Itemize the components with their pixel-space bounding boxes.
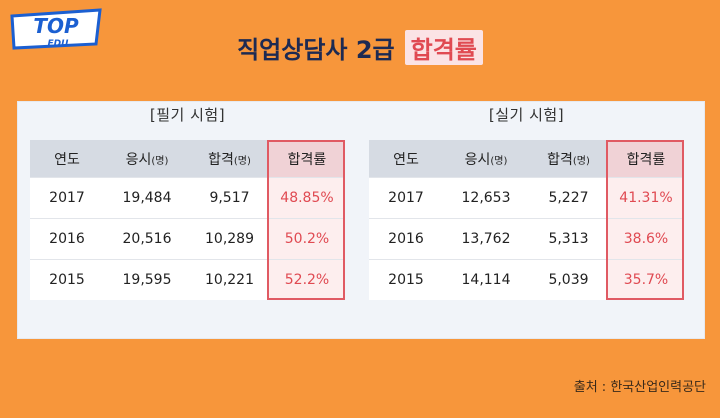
cell-year: 2015 xyxy=(30,259,104,300)
table-row: 2015 14,114 5,039 35.7% xyxy=(369,259,684,300)
cell-passed: 10,221 xyxy=(190,259,269,300)
cell-year: 2017 xyxy=(369,177,443,219)
written-exam-heading: [필기 시험] xyxy=(149,106,226,124)
table-header-row: 연도 응시(명) 합격(명) 합격률 xyxy=(30,140,345,178)
practical-exam-heading: [실기 시험] xyxy=(488,106,565,124)
header-applicants: 응시(명) xyxy=(104,140,190,178)
cell-applicants: 19,595 xyxy=(104,259,190,300)
header-year: 연도 xyxy=(30,140,104,178)
table-row: 2017 12,653 5,227 41.31% xyxy=(369,177,684,219)
cell-year: 2015 xyxy=(369,259,443,300)
written-exam-panel: [필기 시험] 연도 응시(명) 합격(명) 합격률 2017 19,484 9… xyxy=(30,106,345,300)
practical-exam-table: 연도 응시(명) 합격(명) 합격률 2017 12,653 5,227 41.… xyxy=(369,140,684,300)
cell-passed: 5,039 xyxy=(529,259,608,300)
header-rate: 합격률 xyxy=(269,140,345,178)
cell-rate: 35.7% xyxy=(608,259,684,300)
content-card: [필기 시험] 연도 응시(명) 합격(명) 합격률 2017 19,484 9… xyxy=(18,102,704,338)
cell-year: 2016 xyxy=(30,218,104,260)
table-row: 2015 19,595 10,221 52.2% xyxy=(30,259,345,300)
logo-sub: EDU xyxy=(48,39,70,49)
table-row: 2017 19,484 9,517 48.85% xyxy=(30,177,345,219)
header-year: 연도 xyxy=(369,140,443,178)
header-rate: 합격률 xyxy=(608,140,684,178)
cell-rate: 41.31% xyxy=(608,177,684,219)
cell-passed: 5,313 xyxy=(529,218,608,260)
table-header-row: 연도 응시(명) 합격(명) 합격률 xyxy=(369,140,684,178)
header-passed: 합격(명) xyxy=(529,140,608,178)
cell-year: 2017 xyxy=(30,177,104,219)
table-row: 2016 20,516 10,289 50.2% xyxy=(30,218,345,260)
source-note: 출처 : 한국산업인력공단 xyxy=(573,380,706,395)
header-applicants: 응시(명) xyxy=(443,140,529,178)
cell-applicants: 13,762 xyxy=(443,218,529,260)
title-main: 직업상담사 2급 xyxy=(237,36,395,64)
cell-rate: 38.6% xyxy=(608,218,684,260)
cell-rate: 48.85% xyxy=(269,177,345,219)
cell-applicants: 12,653 xyxy=(443,177,529,219)
page-title: 직업상담사 2급 합격률 xyxy=(237,30,483,65)
cell-applicants: 14,114 xyxy=(443,259,529,300)
cell-rate: 52.2% xyxy=(269,259,345,300)
cell-year: 2016 xyxy=(369,218,443,260)
cell-passed: 10,289 xyxy=(190,218,269,260)
header-passed: 합격(명) xyxy=(190,140,269,178)
cell-passed: 5,227 xyxy=(529,177,608,219)
cell-applicants: 19,484 xyxy=(104,177,190,219)
cell-passed: 9,517 xyxy=(190,177,269,219)
practical-exam-panel: [실기 시험] 연도 응시(명) 합격(명) 합격률 2017 12,653 5… xyxy=(369,106,684,300)
table-row: 2016 13,762 5,313 38.6% xyxy=(369,218,684,260)
title-highlight: 합격률 xyxy=(404,30,483,65)
cell-rate: 50.2% xyxy=(269,218,345,260)
topedu-logo: TOP EDU xyxy=(8,6,104,54)
logo-text: TOP xyxy=(33,14,79,38)
cell-applicants: 20,516 xyxy=(104,218,190,260)
written-exam-table: 연도 응시(명) 합격(명) 합격률 2017 19,484 9,517 48.… xyxy=(30,140,345,300)
